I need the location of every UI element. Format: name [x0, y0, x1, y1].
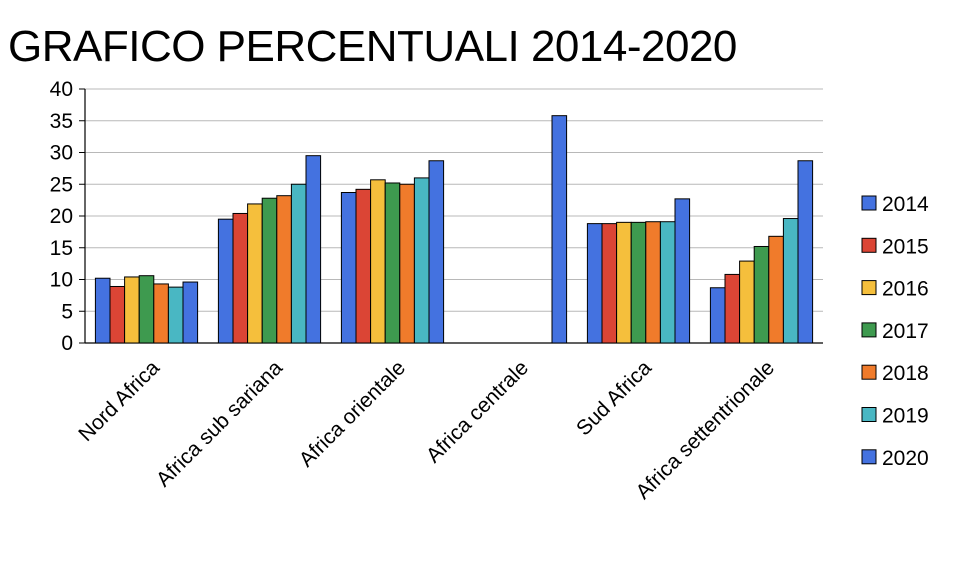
y-tick-label: 15: [50, 237, 73, 260]
bar: [217, 218, 234, 344]
axes: [79, 88, 823, 344]
bars: [94, 115, 814, 344]
category-label: Africa orientale: [295, 356, 410, 471]
bar: [413, 177, 430, 344]
bar: [232, 212, 249, 344]
legend-swatch: [861, 280, 877, 296]
legend-swatch: [861, 364, 877, 380]
legend-label: 2018: [882, 362, 929, 385]
category-label: Africa settentrionale: [632, 356, 780, 504]
bar: [182, 281, 199, 344]
legend-swatch: [861, 449, 877, 465]
legend-label: 2015: [882, 235, 929, 258]
y-tick-label: 30: [50, 142, 73, 165]
legend-label: 2014: [882, 193, 929, 216]
bar: [340, 192, 357, 344]
bar: [659, 221, 676, 344]
y-tick-label: 5: [61, 300, 73, 323]
legend-swatch: [861, 237, 877, 253]
bar: [305, 155, 322, 344]
bar: [247, 203, 263, 344]
bar: [753, 245, 770, 344]
y-tick-label: 0: [61, 332, 73, 355]
bar: [551, 115, 568, 344]
bar: [586, 223, 603, 344]
legend-swatch: [861, 407, 877, 422]
legend-swatch: [861, 322, 877, 338]
bar: [601, 223, 618, 344]
legend: 2014 2015 2016 2017 2018 2019 2020: [861, 193, 929, 470]
bar: [709, 287, 726, 344]
category-label: Africa sub sariana: [152, 356, 287, 491]
category-label: Nord Africa: [74, 356, 164, 446]
bar: [724, 273, 741, 344]
bar: [768, 235, 784, 344]
bar: [797, 160, 814, 344]
bar: [674, 198, 691, 344]
y-tick-labels: 0 5 10 15 20 25 30 35 40: [50, 78, 73, 355]
legend-swatch: [861, 195, 877, 211]
y-tick-label: 10: [50, 269, 73, 292]
bar: [109, 285, 126, 344]
legend-label: 2020: [882, 447, 929, 470]
bar: [94, 277, 111, 344]
chart-title: GRAFICO PERCENTUALI 2014-2020: [8, 22, 737, 71]
bar: [138, 275, 155, 344]
bar: [384, 182, 401, 344]
legend-label: 2016: [882, 278, 929, 301]
bar: [739, 260, 755, 344]
bar: [630, 221, 647, 344]
gridlines: [85, 88, 823, 312]
bar: [370, 179, 386, 344]
bar: [355, 188, 372, 344]
bar: [782, 218, 799, 344]
y-tick-label: 35: [50, 110, 73, 133]
legend-label: 2017: [882, 320, 929, 343]
bar: [276, 195, 292, 344]
category-label: Africa centrale: [422, 356, 533, 467]
bar: [124, 276, 140, 344]
legend-label: 2019: [882, 405, 929, 428]
category-label: Sud Africa: [572, 356, 656, 440]
bar: [167, 286, 184, 344]
bar: [261, 197, 278, 344]
y-tick-label: 40: [50, 78, 73, 101]
bar: [290, 183, 307, 344]
bar: [616, 221, 632, 344]
bar: [428, 160, 445, 344]
y-tick-label: 20: [50, 205, 73, 228]
y-tick-label: 25: [50, 173, 73, 196]
bar: [153, 283, 169, 344]
bar: [399, 183, 415, 344]
bar: [645, 221, 661, 344]
